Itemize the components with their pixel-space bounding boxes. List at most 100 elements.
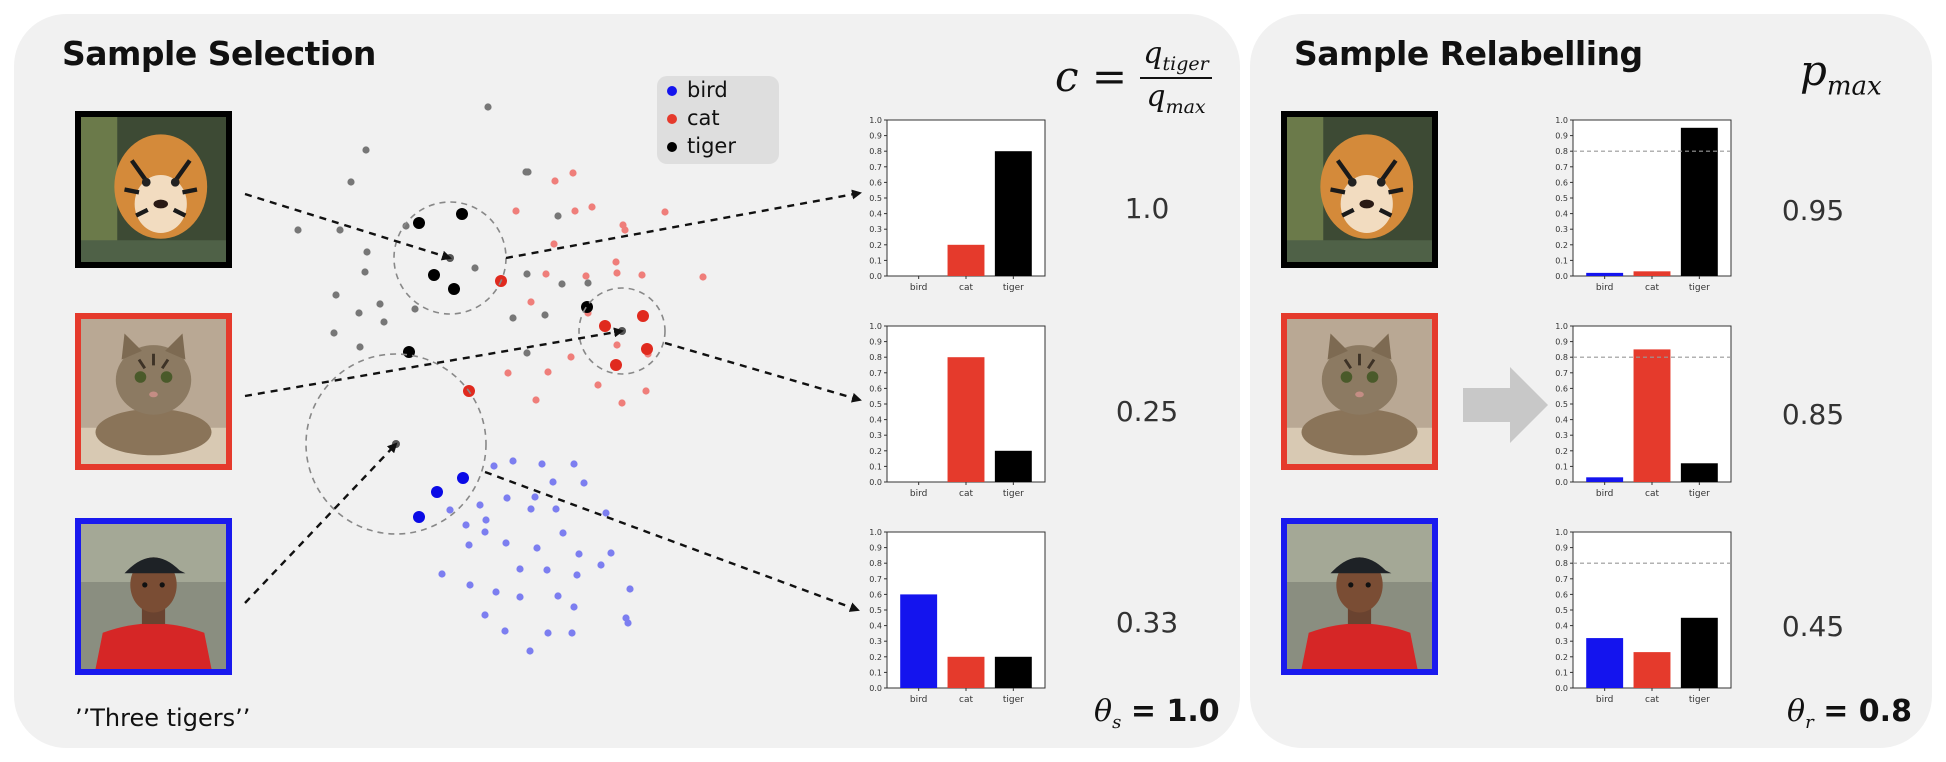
scatter-point-bird <box>570 603 578 611</box>
legend: bird cat tiger <box>657 76 779 164</box>
y-tick-label: 0.8 <box>1555 147 1568 156</box>
y-tick-label: 0.6 <box>1555 178 1568 187</box>
y-tick-label: 0.0 <box>869 478 882 487</box>
y-tick-label: 0.3 <box>869 431 882 440</box>
scatter-point-bird <box>573 571 581 579</box>
tiger-image-relabel <box>1281 111 1438 268</box>
relabel-chart-tiger: 0.0 0.1 0.2 0.3 0.4 0.5 0.6 0.7 0.8 0.9 1.0 bird cat… <box>1555 116 1732 293</box>
bar-cat <box>947 357 985 482</box>
scatter-point-tiger-neighbour <box>581 301 593 313</box>
scatter-point-bird <box>438 570 446 578</box>
scatter-point-bird <box>466 581 474 589</box>
scatter-point-grey <box>554 212 562 220</box>
y-tick-label: 0.0 <box>1555 272 1568 281</box>
scatter-point-cat <box>618 399 626 407</box>
y-tick-label: 0.7 <box>869 163 882 172</box>
bar-cat <box>1633 652 1671 688</box>
scatter-point-bird <box>465 541 473 549</box>
scatter-point-grey <box>355 309 363 317</box>
y-tick-label: 0.5 <box>1555 606 1568 615</box>
legend-item-cat: cat <box>667 106 720 130</box>
selection-chart-cat: 0.0 0.1 0.2 0.3 0.4 0.5 0.6 0.7 0.8 0.9 1.0 bird cat… <box>869 322 1046 499</box>
scatter-point-grey <box>523 349 531 357</box>
scatter-point-bird <box>543 566 551 574</box>
cat-image <box>75 313 232 470</box>
scatter-point-cat <box>527 298 535 306</box>
bar-bird <box>1586 477 1624 482</box>
scatter-point-bird <box>446 506 454 514</box>
scatter-point-tiger-neighbour <box>413 217 425 229</box>
y-tick-label: 0.4 <box>869 210 882 219</box>
tiger-to-chart-arrow <box>505 189 862 260</box>
selection-value-cat: 0.25 <box>1115 395 1179 428</box>
y-tick-label: 0.9 <box>1555 132 1568 141</box>
y-tick-label: 0.6 <box>1555 384 1568 393</box>
scatter-point-bird-neighbour <box>413 511 425 523</box>
y-tick-label: 0.9 <box>1555 544 1568 553</box>
y-tick-label: 0.2 <box>1555 241 1568 250</box>
sample-relabelling-title: Sample Relabelling <box>1294 34 1643 73</box>
scatter-point-grey <box>361 268 369 276</box>
scatter-point-cat <box>613 269 621 277</box>
scatter-point-bird <box>624 619 632 627</box>
x-tick-label: bird <box>910 695 927 705</box>
y-tick-label: 0.0 <box>1555 478 1568 487</box>
x-tick-label: cat <box>959 489 973 499</box>
tiger-image <box>75 111 232 268</box>
scatter-point-bird <box>516 593 524 601</box>
cat-image-relabel <box>1281 313 1438 470</box>
bar-bird <box>900 594 938 688</box>
selection-chart-person: 0.0 0.1 0.2 0.3 0.4 0.5 0.6 0.7 0.8 0.9 1.0 bird cat… <box>869 528 1046 705</box>
person-to-embedding-arrow <box>244 442 398 604</box>
scatter-point-bird <box>554 592 562 600</box>
bar-cat <box>1633 271 1671 276</box>
cat-neighbourhood-circle <box>578 287 666 375</box>
scatter-point-bird <box>580 479 588 487</box>
y-tick-label: 0.2 <box>869 447 882 456</box>
y-tick-label: 0.4 <box>1555 210 1568 219</box>
scatter-point-bird <box>626 585 634 593</box>
scatter-point-cat <box>532 396 540 404</box>
scatter-point-cat <box>661 208 669 216</box>
scatter-point-cat-neighbour <box>641 343 653 355</box>
x-tick-label: cat <box>959 283 973 293</box>
y-tick-label: 0.3 <box>1555 225 1568 234</box>
x-tick-label: bird <box>1596 489 1613 499</box>
x-tick-label: tiger <box>1003 283 1024 293</box>
relabel-arrow-icon <box>1463 367 1548 443</box>
person-image-relabel <box>1281 518 1438 675</box>
scatter-point-cat <box>594 381 602 389</box>
scatter-point-cat <box>571 207 579 215</box>
bar-tiger <box>994 151 1032 276</box>
x-tick-label: tiger <box>1689 695 1710 705</box>
scatter-point-grey <box>347 178 355 186</box>
scatter-point-tiger-neighbour <box>456 208 468 220</box>
y-tick-label: 0.6 <box>1555 590 1568 599</box>
scatter-point-bird <box>549 478 557 486</box>
scatter-point-bird-neighbour <box>457 472 469 484</box>
x-tick-label: cat <box>1645 283 1659 293</box>
y-tick-label: 0.0 <box>869 272 882 281</box>
relabel-chart-cat: 0.0 0.1 0.2 0.3 0.4 0.5 0.6 0.7 0.8 0.9 1.0 bird cat… <box>1555 322 1732 499</box>
bar-tiger <box>994 656 1032 688</box>
scatter-point-grey <box>363 248 371 256</box>
person-image <box>75 518 232 675</box>
scatter-point-tiger-neighbour <box>428 269 440 281</box>
scatter-point-grey <box>332 291 340 299</box>
scatter-point-cat <box>642 387 650 395</box>
person-to-chart-arrow <box>484 470 860 612</box>
scatter-point-grey <box>523 270 531 278</box>
sample-selection-title: Sample Selection <box>62 34 376 73</box>
y-tick-label: 0.5 <box>869 606 882 615</box>
x-tick-label: tiger <box>1689 283 1710 293</box>
scatter-point-bird <box>570 460 578 468</box>
scatter-point-cat <box>542 270 550 278</box>
y-tick-label: 1.0 <box>869 528 882 537</box>
legend-dot-tiger <box>667 142 677 152</box>
bar-cat <box>1633 349 1671 482</box>
y-tick-label: 0.0 <box>869 684 882 693</box>
scatter-point-bird <box>509 457 517 465</box>
scatter-point-bird <box>533 544 541 552</box>
scatter-point-bird <box>597 561 605 569</box>
y-tick-label: 0.1 <box>869 462 882 471</box>
